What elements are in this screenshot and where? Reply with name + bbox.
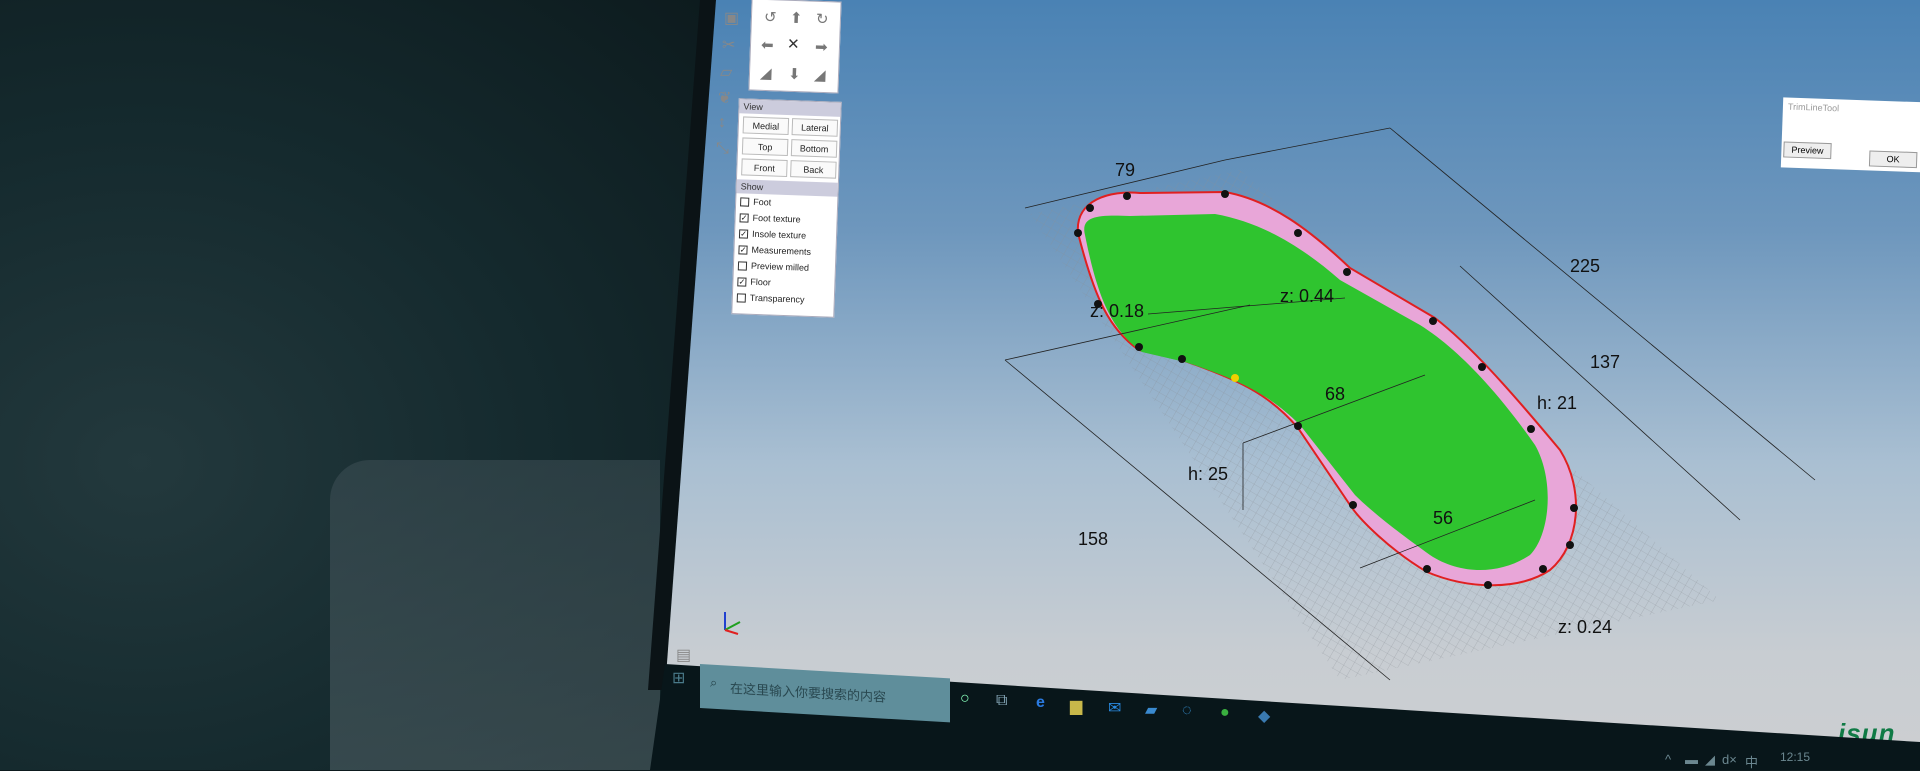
arrow-up-icon[interactable]: ⬆ <box>790 9 803 27</box>
checkbox[interactable] <box>738 261 747 270</box>
checkbox-label: Foot <box>753 197 771 208</box>
plane-icon[interactable]: ▱ <box>720 62 732 82</box>
axis-gizmo <box>725 612 740 634</box>
tilt-left-icon[interactable]: ◢ <box>760 64 772 82</box>
tray-chevron-icon[interactable]: ^ <box>1665 752 1671 767</box>
rotate-right-icon[interactable]: ↻ <box>816 10 829 28</box>
cortana-icon[interactable]: ○ <box>960 690 970 708</box>
measurement-label: h: 21 <box>1537 393 1577 414</box>
front-button[interactable]: Front <box>741 158 788 177</box>
select-icon[interactable]: ▣ <box>724 8 739 28</box>
checkbox-checked[interactable]: ✓ <box>739 213 748 222</box>
edge-icon[interactable]: e <box>1036 694 1045 712</box>
show-transparency-checkbox[interactable]: Transparency <box>733 289 834 309</box>
fit-icon[interactable]: ⤡ <box>716 140 729 158</box>
measurement-label: h: 25 <box>1188 464 1228 485</box>
hand-arm <box>330 460 660 770</box>
mail-icon[interactable]: ✉ <box>1108 698 1121 718</box>
checkbox-label: Foot texture <box>752 213 800 225</box>
vertical-arrow-icon[interactable]: ↕ <box>718 114 726 132</box>
network-icon[interactable]: ◢ <box>1705 752 1715 768</box>
measurement-label: z: 0.44 <box>1280 286 1334 307</box>
task-view-icon[interactable]: ⧉ <box>996 692 1007 710</box>
ok-button[interactable]: OK <box>1869 150 1918 168</box>
save-icon[interactable]: ▤ <box>676 645 691 665</box>
file-explorer-icon[interactable]: ▆ <box>1070 696 1082 716</box>
volume-icon[interactable]: d× <box>1722 752 1737 767</box>
search-placeholder: 在这里输入你要搜索的内容 <box>730 681 886 705</box>
measurement-label: 137 <box>1590 352 1620 373</box>
windows-start-icon[interactable]: ⊞ <box>672 668 685 688</box>
checkbox[interactable] <box>740 197 749 206</box>
arrow-right-icon[interactable]: ➡ <box>815 38 828 56</box>
view-show-panel: View Medial Lateral Top Bottom Front Bac… <box>731 98 841 317</box>
footprints-icon[interactable]: ❦ <box>718 88 731 108</box>
lateral-button[interactable]: Lateral <box>792 118 839 137</box>
input-method-indicator[interactable]: 中 <box>1745 752 1758 771</box>
taskbar-clock[interactable]: 12:15 <box>1780 750 1810 764</box>
checkbox-label: Preview milled <box>751 261 809 273</box>
tray-folder-icon[interactable]: ▬ <box>1685 752 1698 767</box>
checkbox-label: Measurements <box>751 245 811 257</box>
measurement-label: 56 <box>1433 508 1453 529</box>
app-icon[interactable]: ◆ <box>1258 706 1270 726</box>
computer-icon[interactable]: ▰ <box>1145 700 1157 720</box>
medial-button[interactable]: Medial <box>743 116 790 135</box>
checkbox[interactable] <box>737 293 746 302</box>
checkbox-label: Transparency <box>750 293 805 305</box>
arrow-down-icon[interactable]: ⬇ <box>788 65 801 83</box>
measurement-label: z: 0.24 <box>1558 617 1612 638</box>
measurement-label: 225 <box>1570 256 1600 277</box>
checkbox-label: Insole texture <box>752 229 806 241</box>
measurement-label: z: 0.18 <box>1090 301 1144 322</box>
dialog-title: TrimLineTool <box>1783 97 1920 120</box>
top-button[interactable]: Top <box>742 137 789 156</box>
checkbox-label: Floor <box>750 277 771 288</box>
preview-button[interactable]: Preview <box>1783 141 1832 159</box>
tools-icon[interactable]: ✕ <box>787 35 800 53</box>
navigation-panel: ↺ ⬆ ↻ ⬅ ✕ ➡ ◢ ⬇ ◢ <box>748 0 841 94</box>
tilt-right-icon[interactable]: ◢ <box>814 66 826 84</box>
checkbox-checked[interactable]: ✓ <box>737 277 746 286</box>
back-button[interactable]: Back <box>790 160 837 179</box>
wechat-icon[interactable]: ● <box>1220 704 1230 722</box>
bottom-button[interactable]: Bottom <box>791 139 838 158</box>
measurement-label: 79 <box>1115 160 1135 181</box>
search-icon: ⌕ <box>710 675 717 691</box>
checkbox-checked[interactable]: ✓ <box>739 229 748 238</box>
arrow-left-icon[interactable]: ⬅ <box>761 36 774 54</box>
measurement-label: 158 <box>1078 529 1108 550</box>
trimline-tool-dialog: TrimLineTool Preview OK <box>1781 97 1920 172</box>
search-app-icon[interactable]: ◌ <box>1182 702 1192 720</box>
scissors-icon[interactable]: ✂ <box>722 35 735 55</box>
checkbox-checked[interactable]: ✓ <box>738 245 747 254</box>
rotate-left-icon[interactable]: ↺ <box>764 8 777 26</box>
measurement-label: 68 <box>1325 384 1345 405</box>
